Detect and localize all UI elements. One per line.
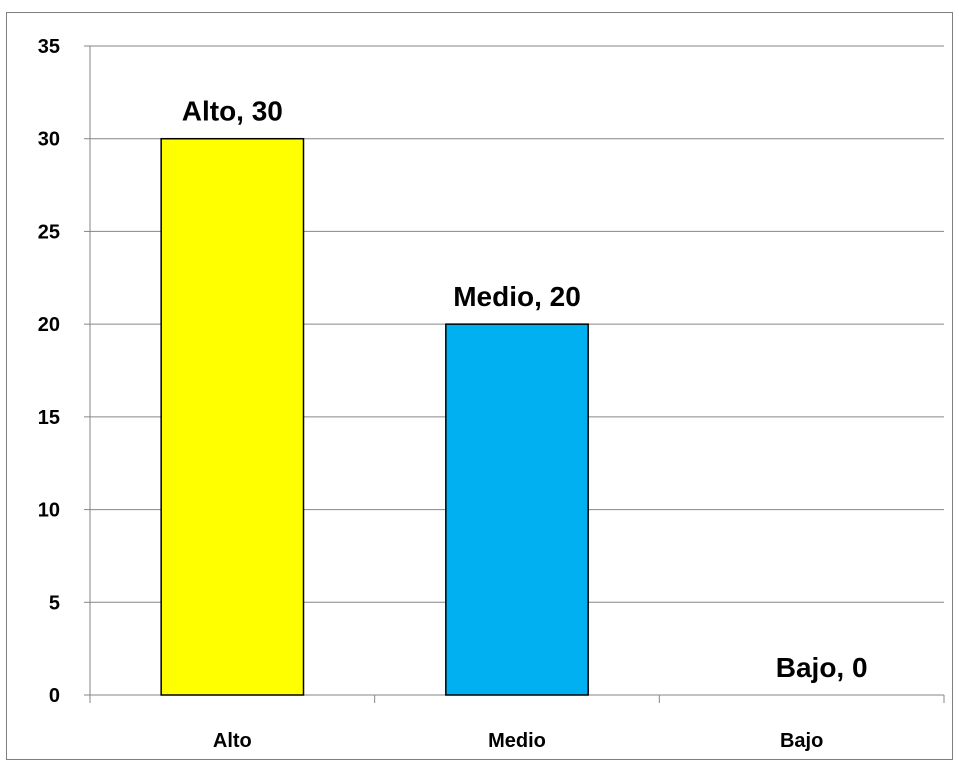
y-tick-label: 25	[38, 221, 60, 243]
data-label-alto: Alto, 30	[182, 96, 283, 127]
y-tick-label: 10	[38, 500, 60, 522]
y-tick-label: 0	[49, 685, 60, 707]
bar-medio	[445, 323, 589, 696]
y-tick-label: 5	[49, 592, 60, 614]
x-category-label: Bajo	[780, 730, 823, 752]
data-label-medio: Medio, 20	[453, 281, 581, 312]
y-tick-label: 35	[38, 36, 60, 58]
data-label-bajo: Bajo, 0	[776, 652, 868, 683]
labels: 0 5 10 15 20 25 30 35 Alto, 30 Alto Medio, 20 Medio…	[38, 36, 868, 752]
bars	[160, 137, 589, 696]
x-category-label: Alto	[213, 730, 252, 752]
y-tick-label: 20	[38, 314, 60, 336]
y-tick-label: 15	[38, 407, 60, 429]
bar-alto	[160, 137, 305, 696]
x-category-label: Medio	[488, 730, 546, 752]
y-tick-label: 30	[38, 129, 60, 151]
